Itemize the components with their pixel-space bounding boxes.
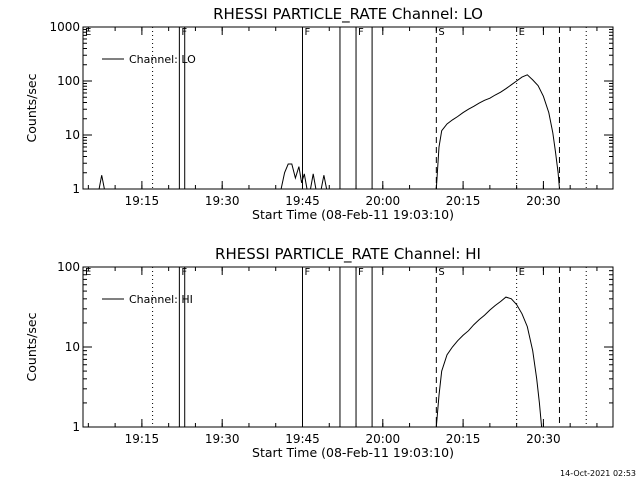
x-axis-label: Start Time (08-Feb-11 19:03:10) xyxy=(252,445,454,460)
y-tick-label: 10 xyxy=(65,128,80,142)
series-line xyxy=(310,173,317,190)
series-line xyxy=(435,296,543,428)
x-tick-label: 19:30 xyxy=(205,432,240,446)
flag-label: F xyxy=(358,27,364,38)
flag-label: E xyxy=(519,267,525,278)
x-tick-label: 20:30 xyxy=(526,194,561,208)
legend-label: Channel: LO xyxy=(129,53,196,66)
y-axis-label: Counts/sec xyxy=(24,73,39,142)
series-line xyxy=(320,175,328,190)
y-tick-label: 1 xyxy=(72,182,80,196)
plot-timestamp: 14-Oct-2021 02:53 xyxy=(560,469,636,478)
x-tick-label: 19:15 xyxy=(125,432,160,446)
x-axis-label: Start Time (08-Feb-11 19:03:10) xyxy=(252,207,454,222)
flag-label: F xyxy=(358,267,364,278)
series-line xyxy=(435,74,560,190)
legend-label: Channel: HI xyxy=(129,293,193,306)
plot-frame xyxy=(82,266,614,428)
flag-label: S xyxy=(438,27,444,38)
y-tick-label: 100 xyxy=(57,74,80,88)
y-tick-label: 100 xyxy=(57,260,80,274)
flag-label: E xyxy=(85,27,91,38)
x-tick-label: 19:30 xyxy=(205,194,240,208)
x-tick-label: 19:45 xyxy=(285,432,320,446)
x-tick-label: 20:00 xyxy=(366,432,401,446)
x-tick-label: 20:15 xyxy=(446,194,481,208)
y-axis-label: Counts/sec xyxy=(24,312,39,381)
x-tick-label: 20:00 xyxy=(366,194,401,208)
chart-panel-1: RHESSI PARTICLE_RATE Channel: HIEFFFSECh… xyxy=(24,245,614,460)
flag-label: E xyxy=(519,27,525,38)
flag-label: E xyxy=(85,267,91,278)
chart-title: RHESSI PARTICLE_RATE Channel: HI xyxy=(215,245,481,264)
chart-title: RHESSI PARTICLE_RATE Channel: LO xyxy=(213,5,483,24)
flag-label: F xyxy=(304,267,310,278)
x-tick-label: 19:15 xyxy=(125,194,160,208)
x-tick-label: 20:30 xyxy=(526,432,561,446)
series-line xyxy=(98,175,105,190)
plot-frame xyxy=(82,26,614,190)
x-tick-label: 19:45 xyxy=(285,194,320,208)
series-line xyxy=(280,163,308,190)
y-tick-label: 1 xyxy=(72,420,80,434)
flag-label: S xyxy=(438,267,444,278)
chart-panel-0: RHESSI PARTICLE_RATE Channel: LOEFFFSECh… xyxy=(24,5,614,222)
flag-label: F xyxy=(304,27,310,38)
y-tick-label: 1000 xyxy=(49,20,80,34)
x-tick-label: 20:15 xyxy=(446,432,481,446)
y-tick-label: 10 xyxy=(65,340,80,354)
